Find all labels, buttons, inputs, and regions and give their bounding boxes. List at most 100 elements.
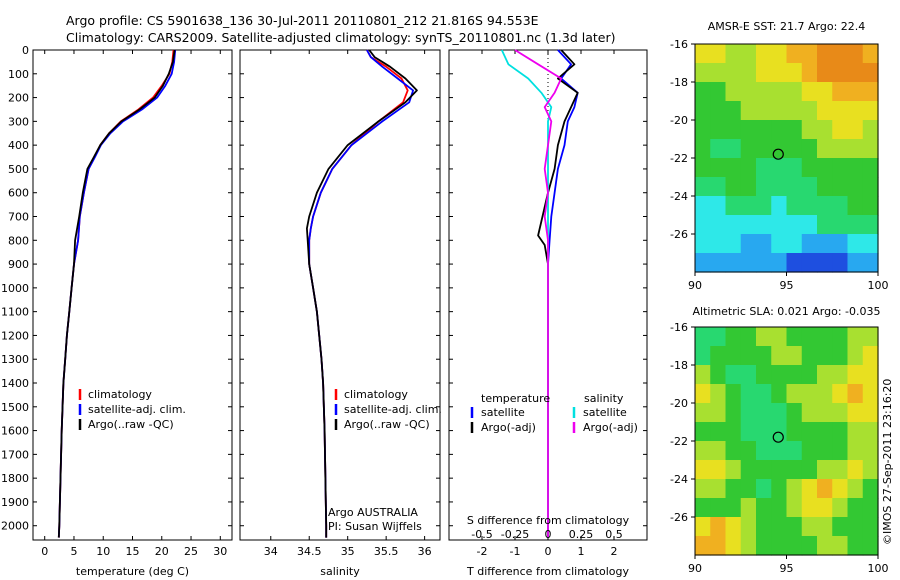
heatmap-cell [756,196,772,216]
heatmap-cell [786,536,803,556]
heatmap-cell [771,215,788,235]
heatmap-cell [725,63,742,83]
heatmap-cell [695,196,711,216]
figure-title-line-2: Climatology: CARS2009. Satellite-adjuste… [66,30,616,45]
heatmap-cell [847,365,864,385]
heatmap-cell [740,234,757,254]
series-line-0-0 [57,49,175,538]
heatmap-cell [695,498,711,518]
heatmap-cell [832,403,849,423]
heatmap-cell [710,177,727,197]
heatmap-cell [817,536,833,556]
map-y-tick-label: -18 [670,76,688,89]
heatmap-cell [862,215,879,235]
heatmap-cell [740,44,757,64]
heatmap-cell [695,82,711,102]
heatmap-cell [756,479,772,499]
heatmap-cell [725,177,742,197]
heatmap-cell [710,120,727,140]
heatmap-cell [725,365,742,385]
heatmap-cell [740,403,757,423]
heatmap-cell [725,536,742,556]
y-tick-label: 1000 [1,282,29,295]
heatmap-cell [725,82,742,102]
legend-label: Argo(-adj) [481,421,536,434]
heatmap-cell [862,479,879,499]
heatmap-cell [817,498,833,518]
heatmap-cell [832,82,849,102]
heatmap-cell [862,196,879,216]
map-x-tick-label: 90 [688,279,702,292]
heatmap-cell [847,327,864,347]
heatmap-cell [801,139,818,159]
heatmap-cell [725,460,742,480]
map-y-tick-label: -16 [670,38,688,51]
heatmap-cell [695,253,711,273]
heatmap-cell [862,158,879,178]
heatmap-cell [847,234,864,254]
heatmap-cell [710,196,727,216]
heatmap-cell [771,460,788,480]
heatmap-cell [725,498,742,518]
heatmap-cell [832,536,849,556]
heatmap-cell [847,517,864,537]
heatmap-cell [801,403,818,423]
heatmap-cell [847,498,864,518]
heatmap-cell [710,63,727,83]
heatmap-cell [771,498,788,518]
heatmap-cell [847,422,864,442]
heatmap-cell [847,158,864,178]
legend-label: satellite [481,406,525,419]
heatmap-cell [740,365,757,385]
x-tick-label: 34.5 [297,545,322,558]
series-line-1-0 [308,49,409,538]
x-tick-label: 30 [213,545,227,558]
heatmap-cell [725,403,742,423]
heatmap-cell [786,517,803,537]
heatmap-cell [740,441,757,461]
heatmap-cell [862,101,879,121]
heatmap-cell [847,253,864,273]
x-tick-label: 35.5 [374,545,399,558]
legend-label: Argo(..raw -QC) [344,418,430,431]
heatmap-cell [786,384,803,404]
heatmap-cell [801,234,818,254]
heatmap-cell [740,517,757,537]
heatmap-cell [710,422,727,442]
argo-position-marker [772,431,784,443]
heatmap-cell [847,196,864,216]
heatmap-cell [740,177,757,197]
heatmap-cell [817,365,833,385]
heatmap-cell [786,479,803,499]
heatmap-cell [695,479,711,499]
heatmap-cell [725,422,742,442]
heatmap-cell [786,158,803,178]
heatmap-cell [771,63,788,83]
heatmap-cell [740,253,757,273]
heatmap-cell [786,196,803,216]
map-y-tick-label: -20 [670,397,688,410]
heatmap-cell [695,517,711,537]
figure-title-line-1: Argo profile: CS 5901638_136 30-Jul-2011… [66,13,539,28]
heatmap-cell [801,253,818,273]
axes-frame-0 [32,49,233,541]
top-x-tick-label: 0.25 [569,528,594,541]
heatmap-cell [847,63,864,83]
heatmap-cell [862,63,879,83]
heatmap-cell [710,158,727,178]
heatmap-cell [801,215,818,235]
map-y-tick-label: -26 [670,511,688,524]
heatmap-cell [756,498,772,518]
heatmap-cell [771,536,788,556]
heatmap-cell [847,346,864,366]
heatmap-cell [771,365,788,385]
heatmap-cell [832,460,849,480]
heatmap-cell [832,327,849,347]
heatmap-cell [710,139,727,159]
heatmap-cell [817,403,833,423]
heatmap-cell [740,196,757,216]
heatmap-cell [847,177,864,197]
top-x-tick-label: 0.5 [605,528,623,541]
heatmap-cell [786,441,803,461]
heatmap-cell [832,158,849,178]
